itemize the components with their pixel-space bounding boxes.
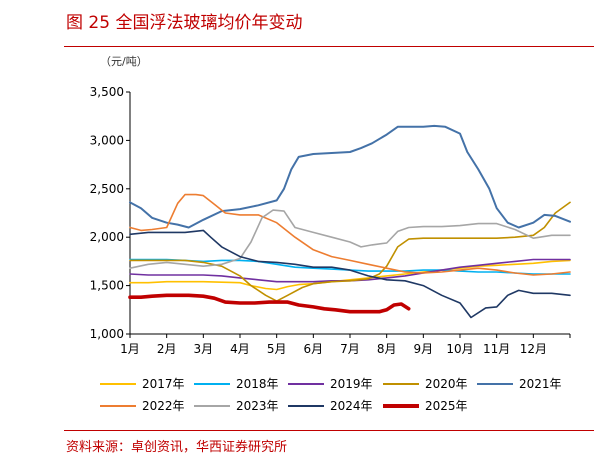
page-title: 图 25 全国浮法玻璃均价年变动 (66, 13, 303, 33)
y-tick-label: 1,000 (90, 327, 124, 341)
series-line-2024年 (129, 229, 571, 319)
y-tick-label: 3,500 (90, 85, 124, 99)
series-line-2022年 (129, 193, 571, 276)
x-tick-label: 3月 (194, 342, 214, 356)
title-divider (64, 46, 594, 47)
x-tick-label: 9月 (414, 342, 434, 356)
legend-label: 2019年 (330, 377, 373, 391)
x-tick-label: 2月 (157, 342, 177, 356)
y-tick-label: 3,000 (90, 133, 124, 147)
series-line-2020年 (129, 201, 571, 302)
line-chart: 1,000 1,500 2,000 2,500 3,000 3,500 1月 2月 3月 4月 5月… (90, 85, 571, 413)
legend-label: 2024年 (330, 399, 373, 413)
y-tick-label: 1,500 (90, 279, 124, 293)
legend-label: 2020年 (425, 377, 468, 391)
chart-axes: 1,000 1,500 2,000 2,500 3,000 3,500 1月 2月 3月 4月 5月… (90, 85, 571, 356)
legend-label: 2021年 (519, 377, 562, 391)
y-axis-unit-label: （元/吨） (100, 55, 148, 68)
legend-label: 2017年 (142, 377, 185, 391)
source-note: 资料来源：卓创资讯，华西证券研究所 (66, 440, 288, 455)
x-tick-label: 12月 (520, 342, 547, 356)
legend-label: 2022年 (142, 399, 185, 413)
x-tick-label: 7月 (340, 342, 360, 356)
x-tick-label: 8月 (377, 342, 397, 356)
series-line-2021年 (129, 124, 571, 229)
chart-legend: 2017年 2018年 2019年 2020年 2021年 2022年 2023年 2024年… (100, 377, 562, 413)
y-tick-label: 2,500 (90, 182, 124, 196)
footer-divider (64, 430, 594, 431)
x-tick-label: 4月 (230, 342, 250, 356)
series-line-2025年 (128, 293, 411, 314)
y-tick-label: 2,000 (90, 230, 124, 244)
x-tick-label: 1月 (120, 342, 140, 356)
legend-label: 2025年 (425, 399, 468, 413)
x-tick-label: 5月 (267, 342, 287, 356)
legend-label: 2023年 (236, 399, 279, 413)
series-line-2023年 (129, 209, 571, 270)
x-tick-label: 6月 (304, 342, 324, 356)
x-tick-label: 10月 (446, 342, 473, 356)
x-tick-label: 11月 (483, 342, 510, 356)
chart-series-group (128, 124, 571, 319)
legend-label: 2018年 (236, 377, 279, 391)
